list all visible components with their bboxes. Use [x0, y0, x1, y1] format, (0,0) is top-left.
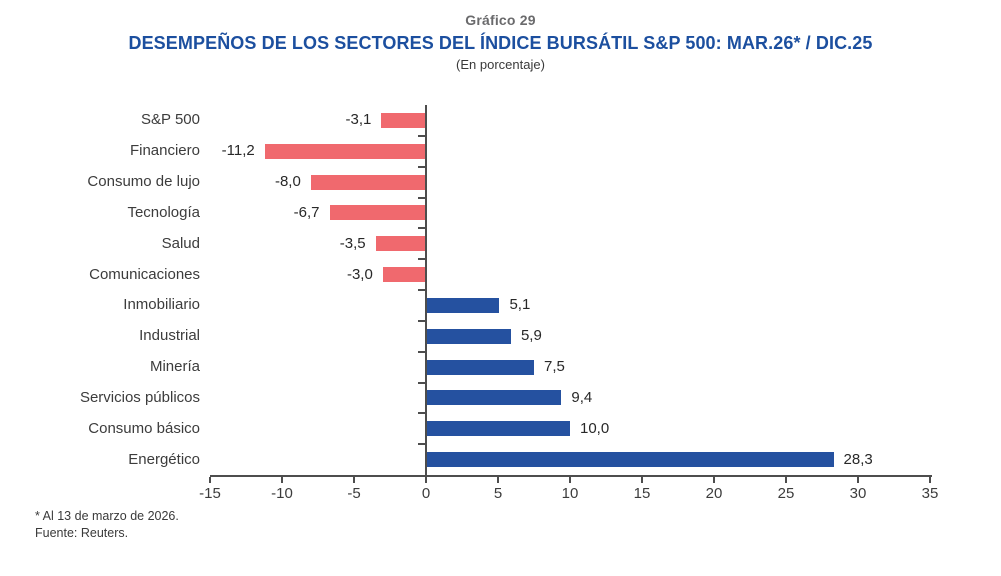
- category-tick: [418, 165, 425, 168]
- value-label: -8,0: [274, 173, 301, 191]
- x-axis-tick-label: 0: [421, 485, 431, 502]
- x-axis-tick-label: 10: [561, 485, 579, 502]
- category-tick: [418, 319, 425, 322]
- value-label: -3,5: [339, 234, 366, 252]
- value-label: 28,3: [843, 450, 873, 468]
- category-label: Consumo de lujo: [87, 173, 200, 191]
- x-axis-tick-label: -5: [347, 485, 361, 502]
- value-label: -11,2: [221, 142, 255, 160]
- category-tick: [418, 350, 425, 353]
- chart-number: Gráfico 29: [465, 12, 536, 28]
- category-tick: [418, 134, 425, 137]
- x-axis-tick: [641, 477, 643, 483]
- category-tick: [418, 227, 425, 230]
- value-label: 10,0: [580, 419, 610, 437]
- x-axis-tick: [713, 477, 715, 483]
- x-axis-tick-label: 15: [633, 485, 651, 502]
- negative-bar: [310, 174, 426, 190]
- positive-bar: [426, 297, 500, 313]
- x-axis-tick: [929, 477, 931, 483]
- category-label: S&P 500: [141, 111, 200, 129]
- x-axis-tick: [209, 477, 211, 483]
- x-axis-tick-label: 25: [777, 485, 795, 502]
- x-axis-tick-label: 20: [705, 485, 723, 502]
- x-axis-tick: [569, 477, 571, 483]
- positive-bar: [426, 452, 834, 468]
- category-tick: [418, 196, 425, 199]
- x-axis-tick: [281, 477, 283, 483]
- category-label: Tecnología: [127, 203, 200, 221]
- chart-title: DESEMPEÑOS DE LOS SECTORES DEL ÍNDICE BU…: [128, 33, 873, 53]
- footnotes: * Al 13 de marzo de 2026. Fuente: Reuter…: [35, 508, 179, 542]
- x-axis-line: [210, 475, 932, 477]
- positive-bar: [426, 390, 562, 406]
- x-axis-tick-label: -15: [199, 485, 221, 502]
- x-axis-tick: [353, 477, 355, 483]
- category-label: Consumo básico: [88, 419, 200, 437]
- x-axis-tick: [785, 477, 787, 483]
- footnote-source: Fuente: Reuters.: [35, 526, 129, 540]
- x-axis-tick: [425, 477, 427, 483]
- x-axis-tick-label: -10: [271, 485, 293, 502]
- chart-subtitle: (En porcentaje): [456, 57, 545, 72]
- x-axis-tick-label: 30: [849, 485, 867, 502]
- category-label: Industrial: [139, 327, 200, 345]
- negative-bar: [329, 205, 426, 221]
- x-axis-tick-label: 35: [921, 485, 939, 502]
- value-label: 5,9: [520, 327, 542, 345]
- category-tick: [418, 258, 425, 261]
- negative-bar: [381, 112, 426, 128]
- category-tick: [418, 381, 425, 384]
- x-axis-tick: [497, 477, 499, 483]
- negative-bar: [375, 236, 426, 252]
- value-label: -3,0: [346, 265, 373, 283]
- positive-bar: [426, 421, 570, 437]
- x-axis-tick-label: 5: [493, 485, 503, 502]
- category-label: Financiero: [129, 142, 200, 160]
- category-tick: [418, 443, 425, 446]
- value-label: 7,5: [544, 358, 565, 376]
- chart-header: Gráfico 29 DESEMPEÑOS DE LOS SECTORES DE…: [0, 12, 1001, 72]
- category-label: Servicios públicos: [79, 388, 200, 406]
- value-label: -6,7: [293, 203, 320, 221]
- category-label: Inmobiliario: [123, 296, 200, 314]
- x-axis-tick: [857, 477, 859, 483]
- zero-axis-line: [425, 105, 427, 475]
- value-label: 5,1: [509, 296, 531, 314]
- category-label: Minería: [149, 358, 200, 376]
- category-label: Comunicaciones: [89, 265, 200, 283]
- negative-bar: [264, 143, 426, 159]
- negative-bar: [382, 267, 426, 283]
- positive-bar: [426, 359, 534, 375]
- category-tick: [418, 412, 425, 415]
- footnote-asterisk: * Al 13 de marzo de 2026.: [35, 509, 179, 523]
- category-tick: [418, 289, 425, 291]
- value-label: 9,4: [571, 388, 593, 406]
- positive-bar: [426, 328, 511, 344]
- value-label: -3,1: [345, 111, 372, 129]
- category-label: Salud: [161, 234, 200, 252]
- category-label: Energético: [128, 450, 200, 468]
